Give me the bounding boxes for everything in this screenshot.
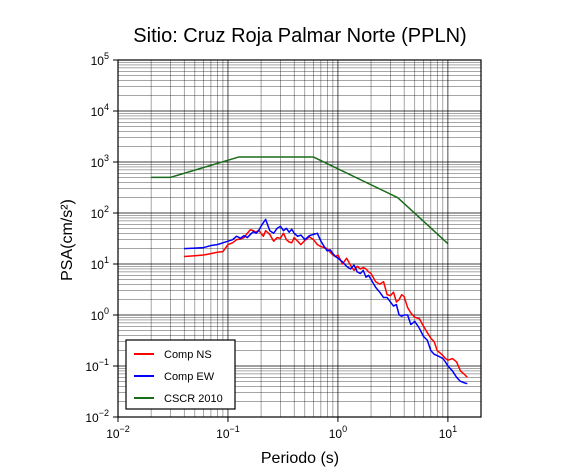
plot-frame (117, 59, 482, 418)
y-tick-label: 100 (91, 306, 109, 323)
legend-label-ns: Comp NS (164, 349, 212, 361)
x-tick-label: 100 (329, 424, 347, 441)
series-line-comp-ew (184, 218, 468, 385)
y-tick-label: 10−2 (85, 408, 109, 425)
legend: Comp NS Comp EW CSCR 2010 (125, 339, 236, 410)
y-tick-label: 105 (91, 51, 109, 68)
x-axis-label: Periodo (s) (261, 450, 339, 467)
legend-label-cscr: CSCR 2010 (164, 393, 223, 405)
y-tick-label: 103 (91, 153, 109, 170)
y-axis-ticks: 10−2 10−1 100 101 102 103 104 105 (85, 51, 118, 425)
y-axis-label: PSA(cm/s²) (59, 199, 76, 281)
y-tick-label: 101 (91, 255, 109, 272)
legend-label-ew: Comp EW (164, 371, 215, 383)
series-layer (151, 156, 468, 385)
chart-title: Sitio: Cruz Roja Palmar Norte (PPLN) (133, 25, 466, 47)
y-tick-label: 102 (91, 204, 109, 221)
x-tick-label: 10−2 (106, 424, 130, 441)
x-tick-label: 101 (439, 424, 457, 441)
y-tick-label: 104 (91, 102, 109, 119)
series-line-cscr-2010 (151, 156, 449, 245)
x-tick-label: 10−1 (216, 424, 240, 441)
x-axis-ticks: 10−2 10−1 100 101 (106, 417, 457, 441)
y-tick-label: 10−1 (85, 357, 109, 374)
